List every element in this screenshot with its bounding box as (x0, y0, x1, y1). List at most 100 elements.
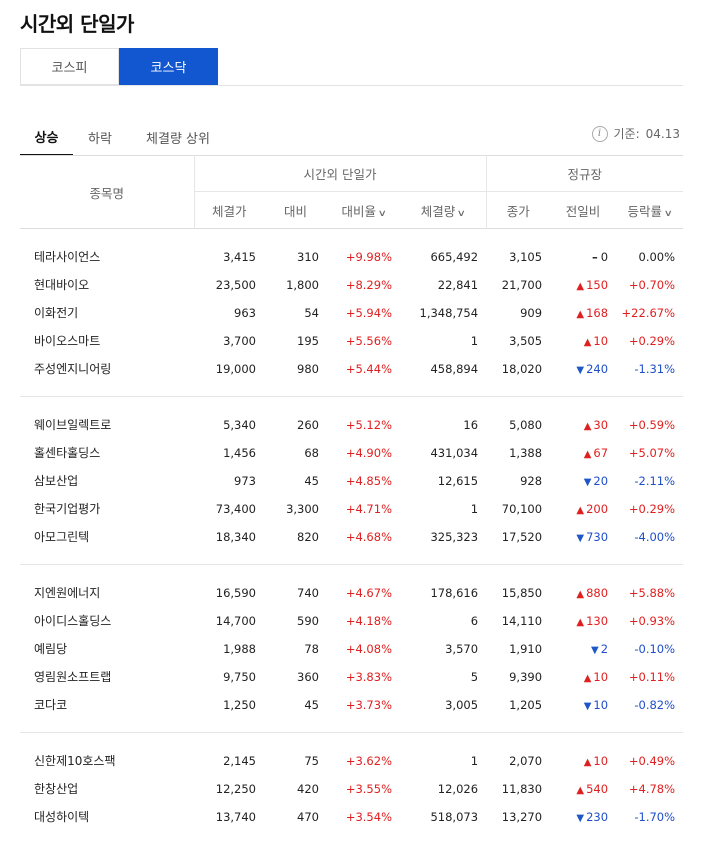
header-volume[interactable]: 체결량 ∨ (400, 191, 487, 229)
volume-cell: 178,616 (430, 585, 479, 600)
stock-name[interactable]: 한국기업평가 (34, 502, 101, 516)
price-cell: 19,000 (215, 361, 256, 376)
change-rate-cell: +4.67% (345, 585, 392, 600)
reference-date: i 기준: 04.13 (591, 125, 680, 142)
stock-name[interactable]: 이화전기 (34, 306, 79, 320)
table-row[interactable]: 신한제10호스팩 2,145 75 +3.62% 1 2,070 ▲ 10 +0.49% (20, 747, 683, 775)
stock-name[interactable]: 코다코 (34, 698, 68, 712)
table-row[interactable]: 바이오스마트 3,700 195 +5.56% 1 3,505 ▲ 10 +0.29% (20, 327, 683, 355)
info-icon[interactable]: i (591, 125, 608, 142)
header-fluct-rate[interactable]: 등락률 ∨ (627, 203, 673, 219)
tab-kosdaq[interactable]: 코스닥 (119, 48, 218, 85)
stock-name[interactable]: 주성엔지니어링 (34, 362, 112, 376)
stock-name[interactable]: 웨이브일렉트로 (34, 418, 112, 432)
change-rate-cell: +3.62% (345, 753, 392, 768)
stock-name[interactable]: 홀센타홀딩스 (34, 446, 101, 460)
stock-name[interactable]: 삼보산업 (34, 474, 79, 488)
change-rate-cell: +4.71% (345, 501, 392, 516)
table-row[interactable]: 한국기업평가 73,400 3,300 +4.71% 1 70,100 ▲ 200 +0.29% (20, 495, 683, 523)
close-cell: 5,080 (509, 417, 543, 432)
fluct-rate-cell: +0.11% (628, 669, 676, 684)
fluct-rate-cell: -0.82% (634, 697, 676, 712)
prev-change-value: 540 (586, 781, 609, 796)
price-cell: 5,340 (223, 417, 256, 432)
price-cell: 1,456 (223, 445, 256, 460)
close-cell: 909 (520, 305, 543, 320)
stock-name[interactable]: 바이오스마트 (34, 334, 101, 348)
arrow-up-icon: ▲ (576, 308, 585, 320)
close-cell: 18,020 (501, 361, 543, 376)
table-row[interactable]: 주성엔지니어링 19,000 980 +5.44% 458,894 18,020 ▼ 240 -… (20, 355, 683, 383)
change-cell: 68 (304, 445, 319, 460)
arrow-down-icon: ▼ (576, 532, 585, 544)
tab-fall[interactable]: 하락 (88, 131, 112, 147)
tab-volume-top[interactable]: 체결량 상위 (146, 131, 210, 147)
stock-name[interactable]: 한창산업 (34, 782, 79, 796)
price-cell: 18,340 (215, 529, 256, 544)
table-row[interactable]: 지엔원에너지 16,590 740 +4.67% 178,616 15,850 ▲ 880 +5… (20, 579, 683, 607)
stock-name[interactable]: 테라사이언스 (34, 250, 101, 264)
price-cell: 3,415 (223, 249, 256, 264)
table-row[interactable]: 테라사이언스 3,415 310 +9.98% 665,492 3,105 –0 0.00% (20, 243, 683, 271)
stock-name[interactable]: 현대바이오 (34, 278, 90, 292)
prev-change-value: 0 (600, 249, 609, 264)
stock-name[interactable]: 예림당 (34, 642, 68, 656)
change-cell: 45 (304, 473, 319, 488)
close-cell: 2,070 (509, 753, 543, 768)
table-row[interactable]: 아모그린텍 18,340 820 +4.68% 325,323 17,520 ▼ 730 -4.… (20, 523, 683, 551)
tab-kospi[interactable]: 코스피 (20, 48, 119, 85)
table-row[interactable]: 영림원소프트랩 9,750 360 +3.83% 5 9,390 ▲ 10 +0.11% (20, 663, 683, 691)
header-name: 종목명 (20, 155, 195, 229)
change-rate-cell: +4.85% (345, 473, 392, 488)
close-cell: 14,110 (501, 613, 543, 628)
table-row[interactable]: 이화전기 963 54 +5.94% 1,348,754 909 ▲ 168 +22.67% (20, 299, 683, 327)
volume-cell: 1 (470, 753, 479, 768)
change-cell: 360 (297, 669, 319, 684)
fluct-rate-cell: 0.00% (638, 249, 676, 264)
table-row[interactable]: 한창산업 12,250 420 +3.55% 12,026 11,830 ▲ 540 +4.78… (20, 775, 683, 803)
price-cell: 16,590 (215, 585, 256, 600)
stock-name[interactable]: 아이디스홀딩스 (34, 614, 112, 628)
stock-name[interactable]: 대성하이텍 (34, 810, 90, 824)
volume-cell: 325,323 (430, 529, 479, 544)
table-row[interactable]: 아이디스홀딩스 14,700 590 +4.18% 6 14,110 ▲ 130 +0.93% (20, 607, 683, 635)
prev-change-value: 10 (593, 333, 609, 348)
close-cell: 928 (520, 473, 543, 488)
stock-name[interactable]: 지엔원에너지 (34, 586, 101, 600)
arrow-down-icon: ▼ (591, 644, 599, 656)
close-cell: 1,388 (509, 445, 543, 460)
stock-name[interactable]: 신한제10호스팩 (34, 754, 116, 768)
prev-change-value: 880 (586, 585, 609, 600)
market-tabs: 코스피 코스닥 (20, 48, 218, 85)
tab-rise[interactable]: 상승 (20, 118, 73, 156)
table-row[interactable]: 현대바이오 23,500 1,800 +8.29% 22,841 21,700 ▲ 150 +0… (20, 271, 683, 299)
header-change-rate[interactable]: 대비율 ∨ (341, 203, 387, 219)
table-row[interactable]: 홀센타홀딩스 1,456 68 +4.90% 431,034 1,388 ▲ 67 +5.07% (20, 439, 683, 467)
stock-name[interactable]: 아모그린텍 (34, 530, 90, 544)
close-cell: 70,100 (501, 501, 543, 516)
change-rate-cell: +4.90% (345, 445, 392, 460)
table-row[interactable]: 코다코 1,250 45 +3.73% 3,005 1,205 ▼ 10 -0.82% (20, 691, 683, 719)
group-spacer (20, 733, 683, 747)
prev-change-cell: ▲ 10 (550, 327, 616, 355)
table-row[interactable]: 삼보산업 973 45 +4.85% 12,615 928 ▼ 20 -2.11% (20, 467, 683, 495)
change-cell: 420 (297, 781, 319, 796)
prev-change-cell: ▲ 168 (550, 299, 616, 327)
stock-name[interactable]: 영림원소프트랩 (34, 670, 112, 684)
prev-change-value: 168 (586, 305, 609, 320)
fluct-rate-cell: +5.07% (628, 445, 676, 460)
change-rate-cell: +3.54% (345, 809, 392, 824)
table-row[interactable]: 예림당 1,988 78 +4.08% 3,570 1,910 ▼ 2 -0.10% (20, 635, 683, 663)
arrow-down-icon: ▼ (583, 700, 592, 712)
change-rate-cell: +3.73% (345, 697, 392, 712)
change-rate-cell: +3.55% (345, 781, 392, 796)
prev-change-cell: ▲ 540 (550, 775, 616, 803)
price-cell: 73,400 (215, 501, 256, 516)
prev-change-cell: ▲ 130 (550, 607, 616, 635)
table-row[interactable]: 대성하이텍 13,740 470 +3.54% 518,073 13,270 ▼ 230 -1.… (20, 803, 683, 831)
table-row[interactable]: 웨이브일렉트로 5,340 260 +5.12% 16 5,080 ▲ 30 +0.59% (20, 411, 683, 439)
header-change: 대비 (283, 203, 307, 219)
change-rate-cell: +5.94% (345, 305, 392, 320)
fluct-rate-cell: -1.70% (634, 809, 676, 824)
change-rate-cell: +5.44% (345, 361, 392, 376)
